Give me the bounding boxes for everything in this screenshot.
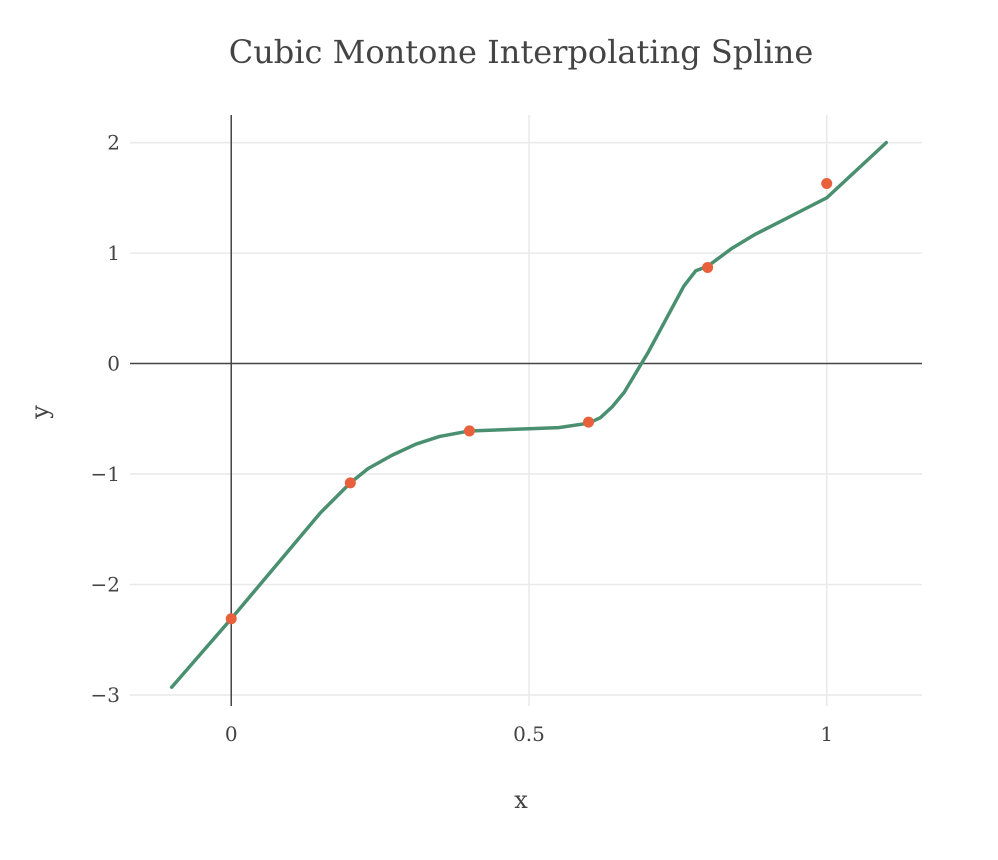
y-tick-label: 2 xyxy=(107,131,120,155)
y-tick-label: −1 xyxy=(91,462,120,486)
tick-labels: 0 0.5 1 2 1 0 −1 −2 −3 xyxy=(91,131,834,746)
y-axis-label: y xyxy=(26,405,54,420)
grid-layer xyxy=(130,115,922,706)
y-tick-label: 0 xyxy=(107,352,120,376)
data-point xyxy=(583,416,595,428)
y-tick-label: −3 xyxy=(91,683,120,707)
data-point xyxy=(344,477,356,489)
data-point xyxy=(702,261,714,273)
x-axis-label: x xyxy=(514,786,528,814)
chart-title: Cubic Montone Interpolating Spline xyxy=(229,33,814,71)
data-point xyxy=(225,613,237,625)
series-layer xyxy=(169,140,889,689)
data-point xyxy=(821,177,833,189)
x-tick-label: 0 xyxy=(225,722,238,746)
zero-lines xyxy=(130,115,922,706)
spline-line xyxy=(169,140,889,689)
x-tick-label: 1 xyxy=(820,722,833,746)
data-point xyxy=(463,425,475,437)
y-tick-label: −2 xyxy=(91,572,120,596)
y-tick-label: 1 xyxy=(107,241,120,265)
x-tick-label: 0.5 xyxy=(513,722,545,746)
